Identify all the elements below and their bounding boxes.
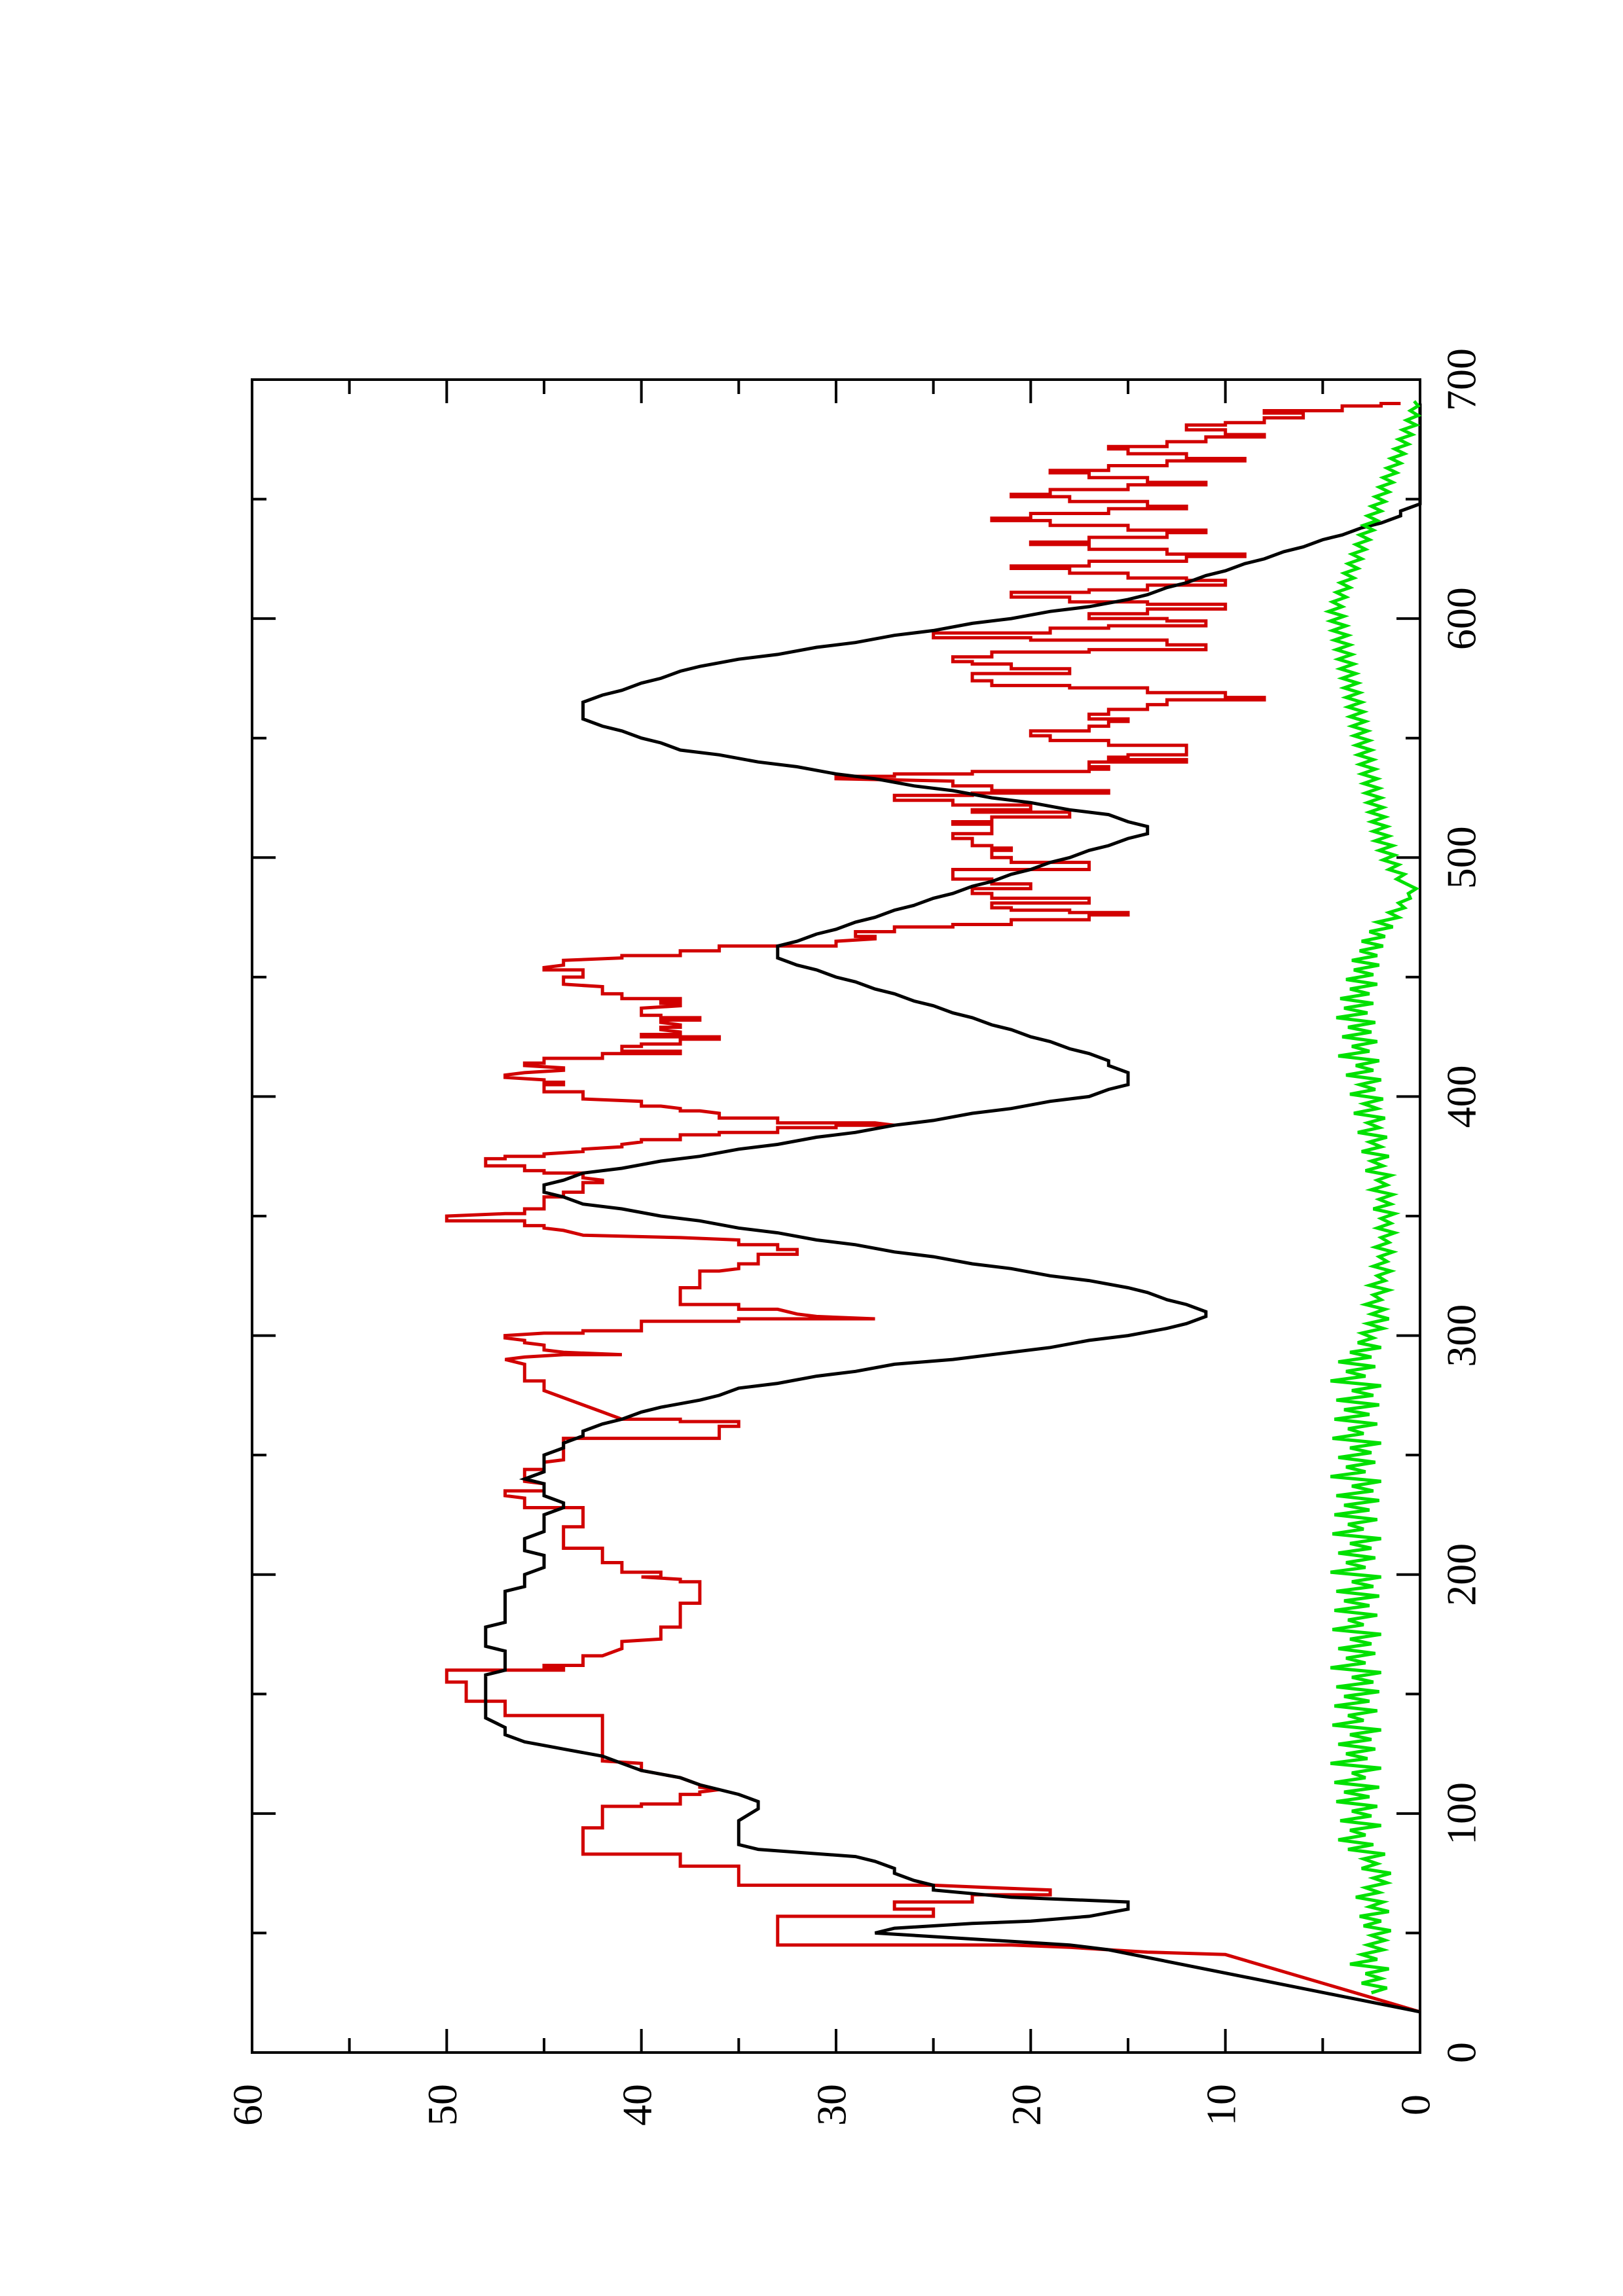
y-tick-label: 0 — [1393, 2094, 1439, 2115]
y-tick-label: 20 — [1003, 2084, 1049, 2126]
y-tick-label: 40 — [613, 2084, 660, 2126]
x-tick-label: 100 — [1438, 1782, 1485, 1845]
x-tick-label: 400 — [1438, 1065, 1485, 1128]
x-tick-label: 300 — [1438, 1304, 1485, 1367]
x-tick-label: 0 — [1438, 2042, 1485, 2063]
x-tick-label: 200 — [1438, 1543, 1485, 1606]
x-tick-label: 600 — [1438, 587, 1485, 650]
y-tick-label: 60 — [225, 2084, 271, 2126]
x-tick-label: 500 — [1438, 826, 1485, 889]
y-tick-label: 30 — [809, 2084, 855, 2126]
plot-area: 0 100 200 300 400 500 600 700 0 10 20 30 40 50 60 — [225, 348, 1485, 2126]
series-line-3 — [1323, 400, 1422, 1995]
series-line-2 — [484, 403, 1422, 2014]
x-tick-label: 700 — [1438, 348, 1485, 411]
y-tick-label: 10 — [1197, 2084, 1244, 2126]
y-tick-label: 50 — [419, 2084, 465, 2126]
plot-frame — [251, 378, 1421, 2054]
series-line-1 — [445, 402, 1421, 2014]
